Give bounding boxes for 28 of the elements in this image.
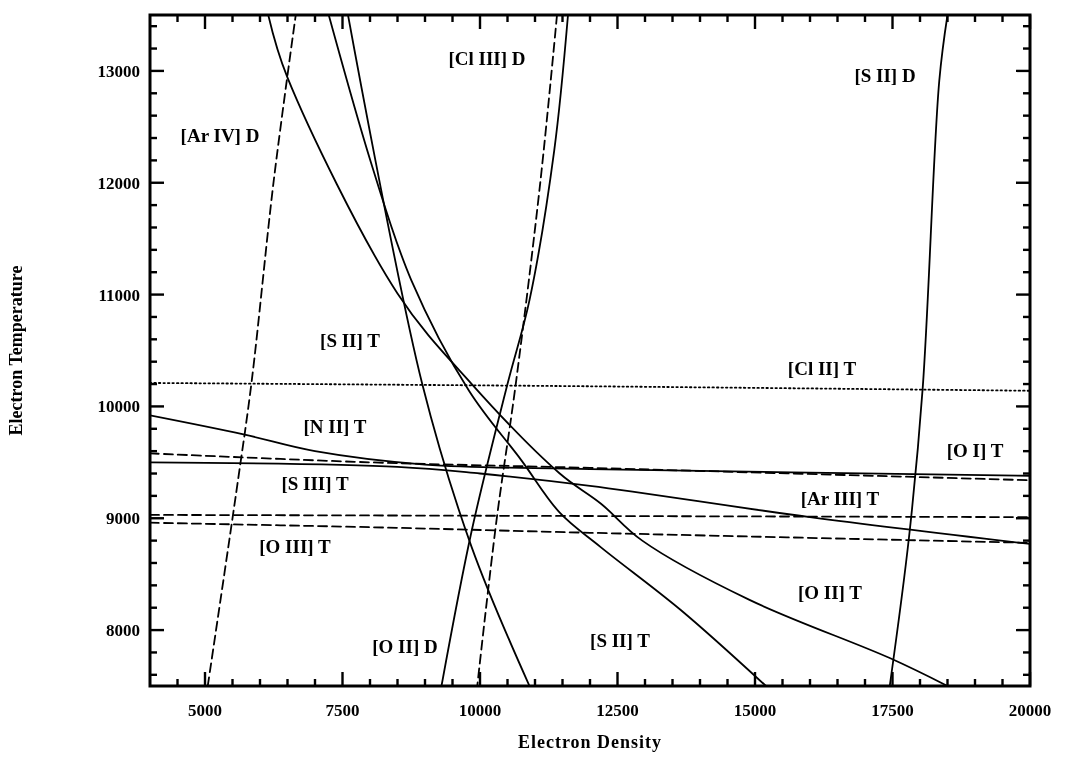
annotation: [N II] T — [303, 415, 367, 437]
y-tick-label: 13000 — [97, 61, 140, 81]
annotation: [Ar IV] D — [180, 124, 260, 146]
annotation: [Cl II] T — [787, 357, 857, 379]
y-tick-label: 9000 — [106, 509, 140, 529]
x-axis-title: Electron Density — [517, 732, 663, 752]
annotation: [O II] D — [372, 635, 438, 657]
annotation: [S II] T — [320, 329, 381, 351]
y-axis-title: Electron Temperature — [6, 265, 26, 436]
annotation: [Cl III] D — [448, 47, 526, 69]
y-tick-label: 11000 — [98, 285, 140, 305]
x-tick-label: 15000 — [733, 701, 777, 720]
x-tick-label: 17500 — [871, 701, 914, 720]
annotation: [O III] T — [259, 535, 332, 557]
x-tick-label: 5000 — [188, 701, 222, 720]
y-tick-label: 12000 — [97, 173, 140, 193]
x-tick-label: 12500 — [596, 701, 639, 720]
y-tick-label: 8000 — [106, 621, 140, 641]
annotation: [S II] T — [590, 629, 651, 651]
annotation: [Ar III] T — [800, 487, 880, 509]
x-tick-label: 20000 — [1008, 701, 1052, 720]
annotation: [S II] D — [854, 64, 916, 86]
y-tick-label: 10000 — [97, 397, 140, 417]
x-tick-label: 10000 — [458, 701, 502, 720]
annotation: [S III] T — [281, 472, 349, 494]
annotation: [O I] T — [946, 439, 1004, 461]
x-tick-label: 7500 — [325, 701, 360, 720]
annotation: [O II] T — [797, 581, 863, 603]
